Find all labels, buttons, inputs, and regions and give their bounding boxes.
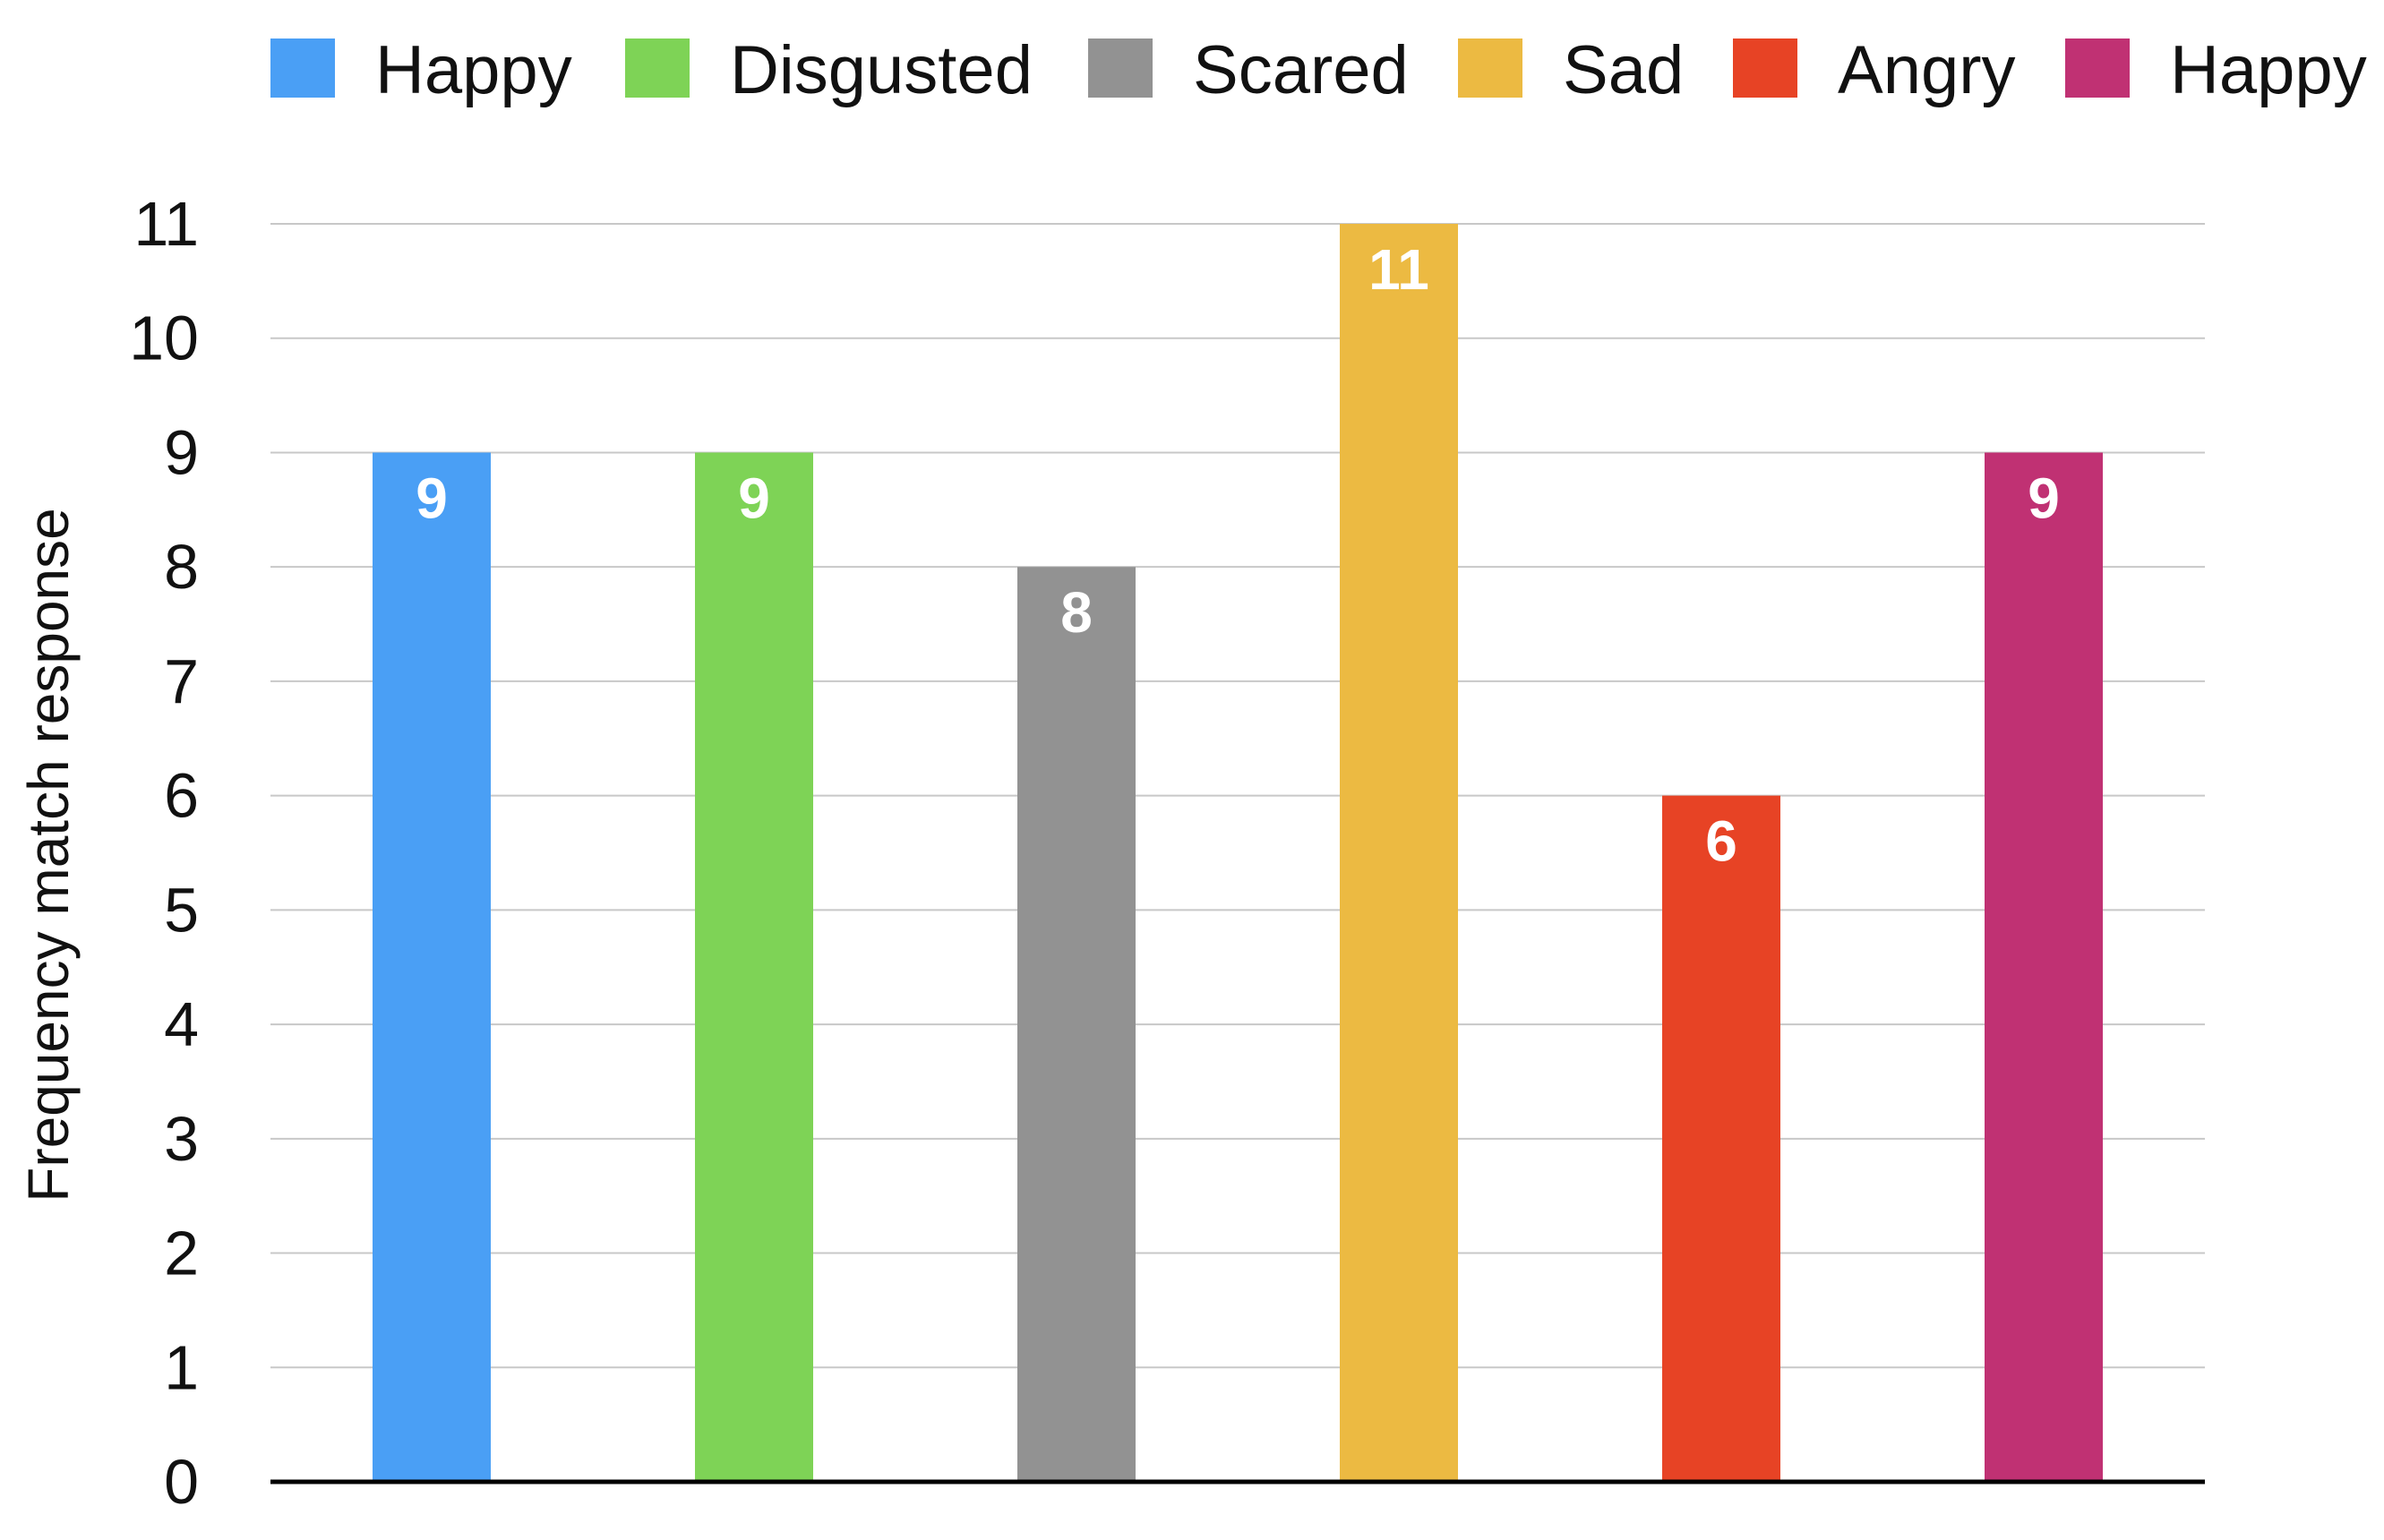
bar-sad-4 [1340, 224, 1458, 1482]
bar-angry-5 [1662, 795, 1780, 1482]
bar-value-labels: 9 9 8 11 6 9 [416, 237, 2060, 874]
legend-swatch [1458, 38, 1522, 98]
y-tick-label: 10 [129, 304, 199, 373]
y-tick-label: 11 [133, 189, 199, 259]
bar-scared-3 [1017, 567, 1136, 1482]
legend-swatch [1088, 38, 1153, 98]
y-tick-label: 8 [164, 532, 199, 602]
y-tick-label: 5 [164, 875, 199, 945]
y-tick-label: 0 [164, 1447, 199, 1517]
legend-label: Scared [1193, 32, 1409, 108]
legend: Happy Disgusted Scared Sad Angry Happy [270, 32, 2367, 108]
y-tick-label: 3 [164, 1104, 199, 1174]
bar-value-label: 6 [1705, 809, 1737, 874]
legend-swatch [270, 38, 335, 98]
y-tick-label: 7 [164, 646, 199, 716]
y-tick-label: 6 [164, 761, 199, 831]
legend-swatch [1733, 38, 1797, 98]
bar-value-label: 11 [1368, 237, 1429, 302]
y-tick-label: 9 [164, 417, 199, 487]
legend-label: Sad [1563, 32, 1684, 108]
y-tick-label: 1 [164, 1332, 199, 1402]
y-tick-label: 4 [164, 989, 199, 1059]
gridlines [270, 223, 2205, 1369]
legend-label: Disgusted [730, 32, 1033, 108]
bar-disgusted-2 [695, 452, 813, 1482]
bar-value-label: 9 [416, 466, 448, 530]
bar-value-label: 9 [738, 466, 770, 530]
y-tick-label: 2 [164, 1219, 199, 1288]
bars [373, 224, 2103, 1482]
bar-value-label: 8 [1060, 580, 1093, 645]
y-axis-ticks: 0 1 2 3 4 5 6 7 8 9 10 11 [129, 189, 199, 1517]
legend-label: Happy [2170, 32, 2367, 108]
bar-happy-1 [373, 452, 491, 1482]
legend-label: Angry [1838, 32, 2016, 108]
bar-value-label: 9 [2028, 466, 2060, 530]
y-axis-title: Frequency match response [16, 508, 81, 1202]
bar-happy-6 [1985, 452, 2103, 1482]
legend-label: Happy [375, 32, 572, 108]
legend-swatch [2065, 38, 2130, 98]
legend-swatch [625, 38, 690, 98]
